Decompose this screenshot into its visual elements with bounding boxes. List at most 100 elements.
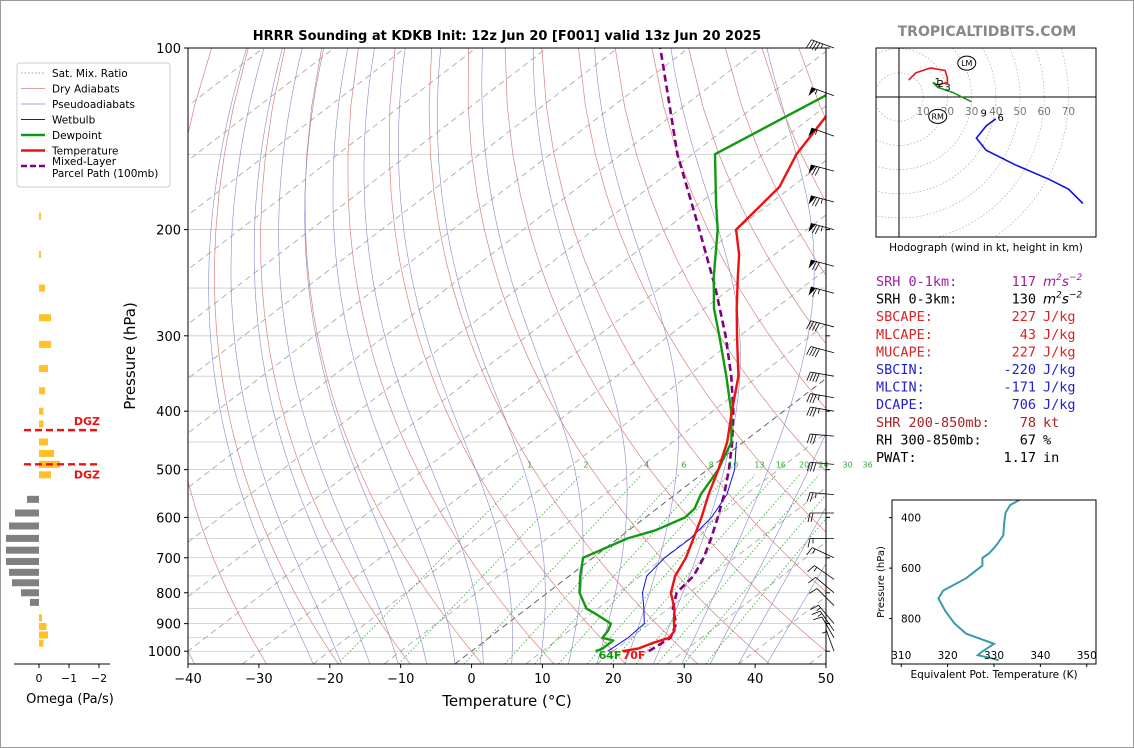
wind-barb-half-flag <box>820 43 824 49</box>
mixing-ratio-line <box>610 474 777 664</box>
dry-adiabat-line <box>260 48 411 664</box>
moist-adiabat-line <box>208 48 314 664</box>
wind-barb-flag <box>812 462 817 472</box>
hodograph-ring-label: 60 <box>1038 106 1051 118</box>
wind-barb-flag <box>806 462 811 472</box>
isotherm-line <box>383 323 826 664</box>
wind-barb-flag <box>812 434 817 444</box>
wind-barb-flag <box>812 372 817 382</box>
index-unit: in <box>1043 450 1059 466</box>
x-tick-label: 30 <box>676 672 693 687</box>
isotherm-line <box>242 214 826 664</box>
wind-barb-flag <box>809 407 814 417</box>
wind-barb-pennant <box>808 127 817 137</box>
storm-motion-label: LM <box>961 59 972 68</box>
index-unit: J/kg <box>1043 380 1076 396</box>
isotherm-line <box>188 48 689 434</box>
wind-barb-half-flag <box>817 395 820 401</box>
moist-adiabat-line <box>481 48 584 664</box>
sounding-indices: SRH 0-1km: 117 m2s−2 SRH 0-3km: 130 m2s−2 SBCA… <box>876 273 1082 466</box>
wind-barb-flag <box>811 288 817 297</box>
omega-bar <box>15 509 39 517</box>
mixing-ratio-line <box>504 474 680 664</box>
hodograph-height-label: 6 <box>997 113 1003 124</box>
index-value: 1.17 <box>1003 450 1036 466</box>
wind-barb-half-flag <box>817 408 820 414</box>
wind-barb-half-flag <box>814 89 818 95</box>
omega-bar <box>39 639 44 647</box>
y-tick-label: 900 <box>156 618 181 633</box>
isotherm-line <box>188 48 335 162</box>
wind-barb-half-flag <box>820 198 823 204</box>
index-value: 130 <box>1012 292 1036 308</box>
omega-bar <box>39 420 44 428</box>
moist-adiabat-line <box>437 48 546 664</box>
hodograph-caption: Hodograph (wind in kt, height in km) <box>889 242 1083 254</box>
wind-barb-staff <box>811 87 835 97</box>
index-unit: m2s−2 <box>1043 273 1082 290</box>
index-value: 117 <box>1012 274 1036 290</box>
isotherm-line <box>188 50 826 543</box>
omega-bar <box>39 314 51 322</box>
y-tick-label: 1000 <box>148 645 181 660</box>
wind-barb-flag <box>806 406 811 416</box>
dry-adiabat-line <box>504 48 826 652</box>
wind-barb-flag <box>806 346 812 355</box>
index-unit: J/kg <box>1043 362 1076 378</box>
wind-barb-staff <box>810 286 835 294</box>
index-unit: J/kg <box>1043 309 1076 325</box>
wind-barb-flag <box>814 262 820 271</box>
index-value: 227 <box>1012 344 1036 360</box>
wind-barb-flag <box>812 394 817 404</box>
wind-barb-flag <box>809 393 814 403</box>
index-value: -220 <box>1003 362 1036 378</box>
wind-barb-flag <box>814 42 821 51</box>
wind-barb-half-flag <box>817 289 820 295</box>
hodograph-height-label: 3 <box>944 82 950 93</box>
index-unit: % <box>1043 432 1051 448</box>
omega-bar <box>12 579 39 587</box>
wind-barb-flag <box>810 512 814 523</box>
theta-e-x-tick-label: 330 <box>984 650 1004 662</box>
mixing-ratio-line <box>463 474 642 664</box>
wind-barb-flag <box>807 565 815 573</box>
omega-bar <box>39 438 48 446</box>
wind-barb-flag <box>809 462 814 472</box>
omega-bar <box>6 546 39 554</box>
mixing-ratio-label: 10 <box>728 461 738 470</box>
theta-e-x-tick-label: 350 <box>1077 650 1097 662</box>
wind-barb-flag <box>809 434 814 444</box>
skewt-panel: 1 2 4 6 8 10 13 16 20 24 30 36 10020030040050060070… <box>121 39 873 710</box>
hodograph-ring-label: 70 <box>1062 106 1075 118</box>
legend-label: Pseudoadiabats <box>52 99 135 111</box>
omega-bar <box>39 614 42 622</box>
index-unit: kt <box>1043 415 1059 431</box>
omega-bar <box>39 365 48 373</box>
wind-barb-staff <box>825 628 835 652</box>
hodograph-segment-0-3km <box>908 67 949 86</box>
wind-barb-flag <box>808 40 815 49</box>
y-tick-label: 400 <box>156 405 181 420</box>
wind-barb-pennant <box>808 164 816 174</box>
mixing-ratio-line <box>635 474 800 664</box>
theta-e-profile <box>937 500 1020 662</box>
dry-adiabat-line <box>798 48 826 120</box>
index-label: SBCAPE: <box>876 309 933 325</box>
omega-bar <box>39 471 51 479</box>
wind-barb-flag <box>806 492 811 502</box>
wind-barb-flag <box>809 372 814 382</box>
mixing-ratio-line <box>558 474 729 664</box>
moist-adiabat-line <box>363 48 484 664</box>
wind-barb-staff <box>818 604 835 624</box>
y-tick-label: 800 <box>156 587 181 602</box>
dry-adiabat-line <box>304 48 483 664</box>
dewpoint-line <box>578 92 826 653</box>
wind-barb-pennant <box>808 87 817 97</box>
hodograph-ring-label: 40 <box>989 106 1002 118</box>
skewt-legend: Sat. Mix. Ratio Dry Adiabats Pseudoadiabat… <box>16 62 171 188</box>
wind-barb-staff <box>810 393 835 399</box>
wind-barb-flag <box>811 261 817 270</box>
legend-label: Dry Adiabats <box>52 84 120 96</box>
omega-bar <box>39 631 48 639</box>
